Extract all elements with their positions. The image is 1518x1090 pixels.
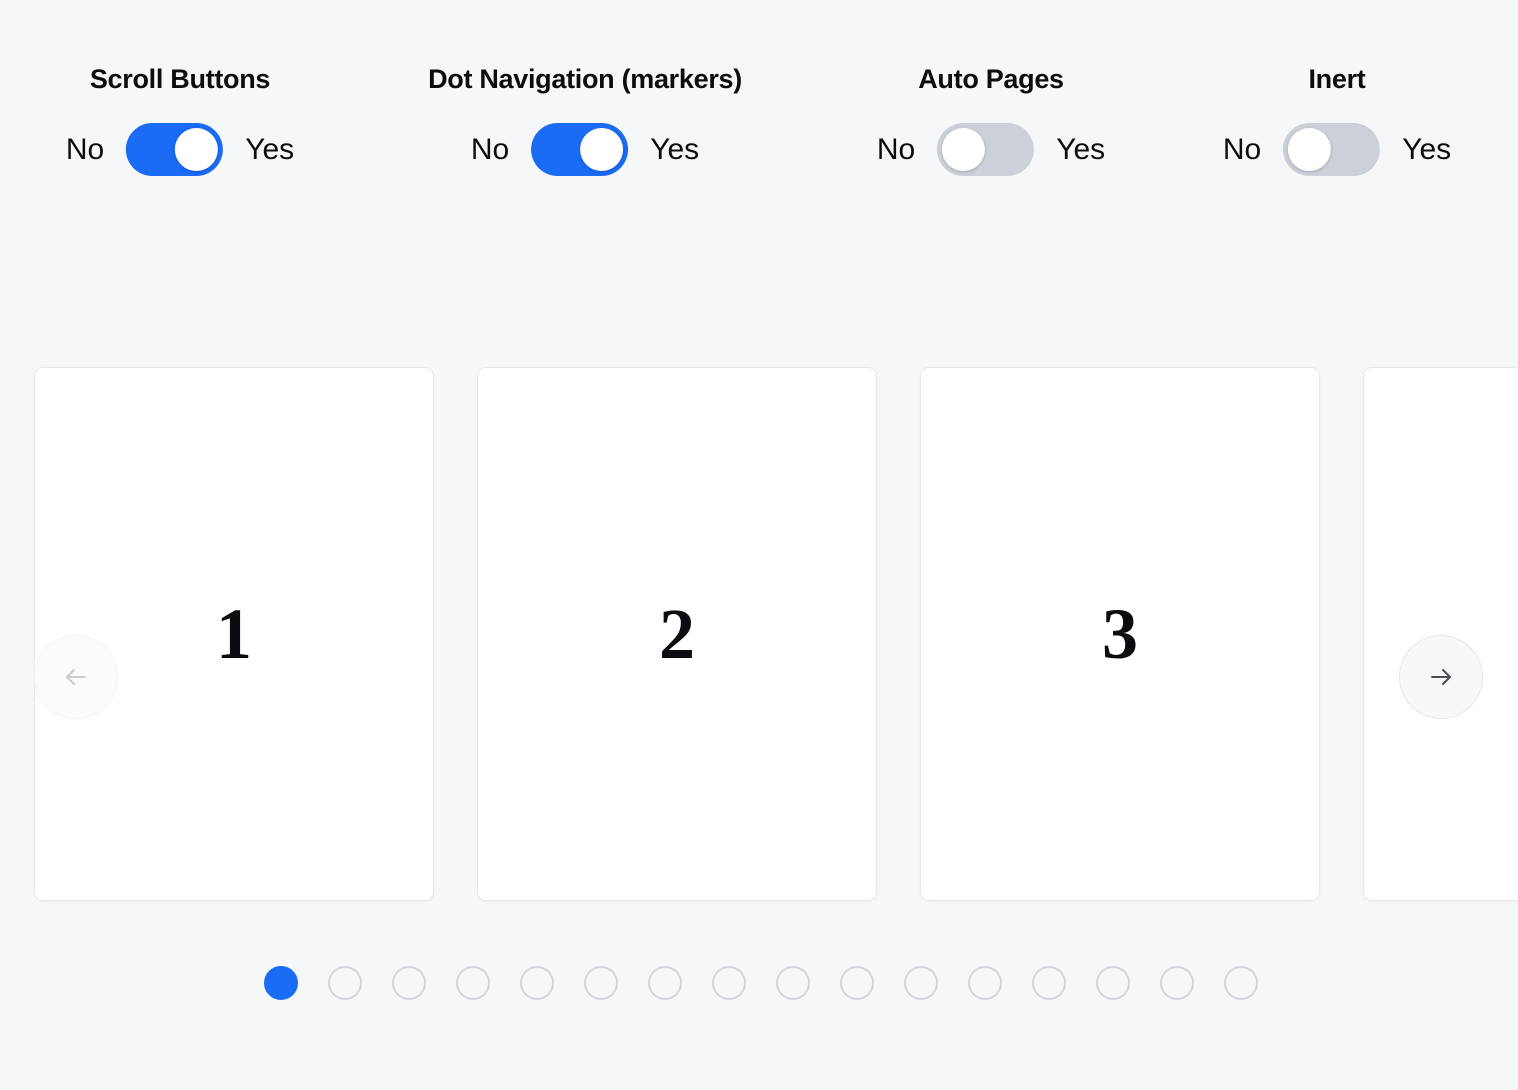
carousel-dot[interactable]: [456, 966, 490, 1000]
carousel-dot[interactable]: [1160, 966, 1194, 1000]
carousel-slide[interactable]: 3: [920, 367, 1320, 901]
toggle-on-label: Yes: [1402, 132, 1452, 166]
toggle-dot-navigation[interactable]: [531, 123, 629, 176]
arrow-right-icon: [1424, 660, 1458, 694]
control-group-scroll-buttons: Scroll Buttons No Yes: [66, 66, 294, 176]
carousel-track[interactable]: 1 2 3: [0, 367, 1518, 901]
carousel-dot[interactable]: [1096, 966, 1130, 1000]
carousel-dot[interactable]: [328, 966, 362, 1000]
carousel-next-button[interactable]: [1399, 635, 1483, 719]
toggle-row: No Yes: [1223, 123, 1451, 176]
carousel-dot[interactable]: [904, 966, 938, 1000]
toggle-inert[interactable]: [1283, 123, 1381, 176]
carousel-dot[interactable]: [648, 966, 682, 1000]
carousel-dot[interactable]: [840, 966, 874, 1000]
toggle-row: No Yes: [877, 123, 1105, 176]
control-title: Dot Navigation (markers): [428, 64, 742, 94]
control-group-auto-pages: Auto Pages No Yes: [877, 66, 1105, 176]
toggle-auto-pages[interactable]: [937, 123, 1035, 176]
carousel-dot-active[interactable]: [264, 966, 298, 1000]
toggle-on-label: Yes: [245, 132, 295, 166]
toggle-off-label: No: [876, 132, 916, 166]
control-title: Inert: [1308, 64, 1366, 94]
carousel-dot[interactable]: [712, 966, 746, 1000]
carousel-dot[interactable]: [392, 966, 426, 1000]
control-group-dot-navigation: Dot Navigation (markers) No Yes: [428, 66, 742, 176]
toggle-scroll-buttons[interactable]: [126, 123, 224, 176]
toggle-knob: [942, 128, 986, 171]
carousel-dot[interactable]: [1032, 966, 1066, 1000]
toggle-on-label: Yes: [650, 132, 700, 166]
carousel-options-toolbar: Scroll Buttons No Yes Dot Navigation (ma…: [0, 0, 1518, 230]
carousel-slide[interactable]: 2: [477, 367, 877, 901]
carousel-dot[interactable]: [1224, 966, 1258, 1000]
carousel-slide[interactable]: 1: [34, 367, 434, 901]
toggle-row: No Yes: [471, 123, 699, 176]
carousel-dot[interactable]: [584, 966, 618, 1000]
control-title: Auto Pages: [918, 64, 1064, 94]
toggle-knob: [580, 128, 624, 171]
slide-number: 3: [1102, 594, 1138, 674]
carousel-dot[interactable]: [776, 966, 810, 1000]
control-group-inert: Inert No Yes: [1223, 66, 1451, 176]
carousel-dot[interactable]: [968, 966, 1002, 1000]
carousel-prev-button[interactable]: [34, 635, 118, 719]
arrow-left-icon: [59, 660, 93, 694]
control-title: Scroll Buttons: [89, 64, 271, 94]
toggle-off-label: No: [65, 132, 105, 166]
toggle-knob: [1288, 128, 1332, 171]
carousel-dot-navigation[interactable]: [264, 966, 1258, 1000]
toggle-off-label: No: [1222, 132, 1262, 166]
toggle-off-label: No: [470, 132, 510, 166]
toggle-on-label: Yes: [1056, 132, 1106, 166]
slide-number: 1: [216, 594, 252, 674]
slide-number: 2: [659, 594, 695, 674]
toggle-knob: [175, 128, 219, 171]
carousel-dot[interactable]: [520, 966, 554, 1000]
toggle-row: No Yes: [66, 123, 294, 176]
carousel-slide[interactable]: [1363, 367, 1518, 901]
